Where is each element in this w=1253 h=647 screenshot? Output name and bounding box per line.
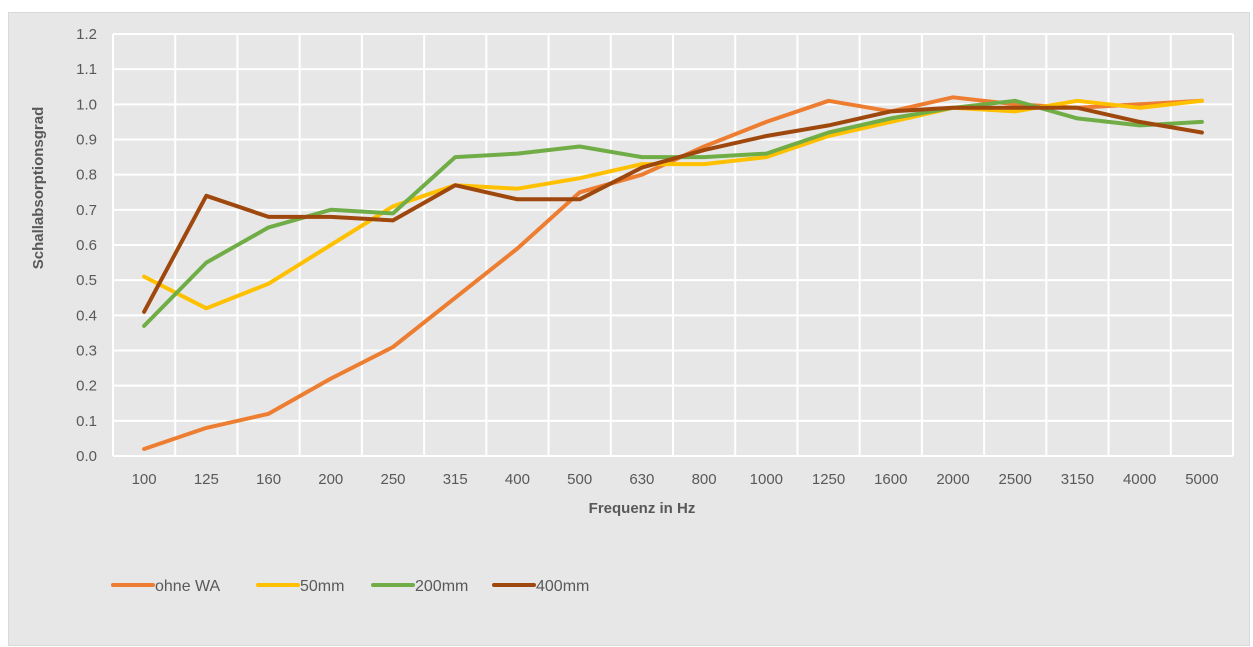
legend-label: 400mm xyxy=(536,578,589,595)
y-tick-label: 0.0 xyxy=(76,448,97,465)
y-tick-label: 0.8 xyxy=(76,167,97,184)
y-tick-label: 0.9 xyxy=(76,132,97,149)
x-tick-labels: 100 125 160 200 250 315 400 500 630 800 1000 1250 16… xyxy=(132,471,1219,488)
x-tick-label: 630 xyxy=(629,471,654,488)
legend-label: ohne WA xyxy=(155,578,221,595)
y-tick-label: 0.6 xyxy=(76,237,97,254)
x-tick-label: 1250 xyxy=(812,471,845,488)
y-tick-label: 1.1 xyxy=(76,61,97,78)
legend: ohne WA 50mm 200mm 400mm xyxy=(111,578,589,595)
y-tick-label: 0.5 xyxy=(76,272,97,289)
series-lines xyxy=(142,95,1204,451)
x-tick-label: 2000 xyxy=(936,471,969,488)
x-tick-label: 2500 xyxy=(999,471,1032,488)
x-tick-label: 1600 xyxy=(874,471,907,488)
y-tick-label: 0.4 xyxy=(76,307,97,324)
legend-label: 50mm xyxy=(300,578,344,595)
x-tick-label: 3150 xyxy=(1061,471,1094,488)
y-tick-labels: 0.0 0.1 0.2 0.3 0.4 0.5 0.6 0.7 0.8 0.9 1.0 1.1 1.2 xyxy=(76,26,97,465)
chart-area xyxy=(8,12,1250,646)
series-line-3 xyxy=(142,105,1204,314)
x-tick-label: 800 xyxy=(692,471,717,488)
x-tick-label: 4000 xyxy=(1123,471,1156,488)
x-tick-label: 200 xyxy=(318,471,343,488)
x-axis-title: Frequenz in Hz xyxy=(589,500,696,517)
x-tick-label: 100 xyxy=(132,471,157,488)
x-tick-label: 250 xyxy=(380,471,405,488)
y-tick-label: 1.2 xyxy=(76,26,97,43)
legend-label: 200mm xyxy=(415,578,468,595)
x-tick-label: 1000 xyxy=(750,471,783,488)
x-tick-label: 5000 xyxy=(1185,471,1218,488)
y-tick-label: 0.3 xyxy=(76,343,97,360)
x-tick-label: 400 xyxy=(505,471,530,488)
y-axis-title: Schallabsorptionsgrad xyxy=(30,107,47,270)
x-tick-label: 160 xyxy=(256,471,281,488)
x-tick-label: 315 xyxy=(443,471,468,488)
x-tick-label: 500 xyxy=(567,471,592,488)
y-tick-label: 0.1 xyxy=(76,413,97,430)
gridlines xyxy=(112,33,1234,457)
x-tick-label: 125 xyxy=(194,471,219,488)
y-tick-label: 1.0 xyxy=(76,96,97,113)
y-tick-label: 0.7 xyxy=(76,202,97,219)
y-tick-label: 0.2 xyxy=(76,378,97,395)
